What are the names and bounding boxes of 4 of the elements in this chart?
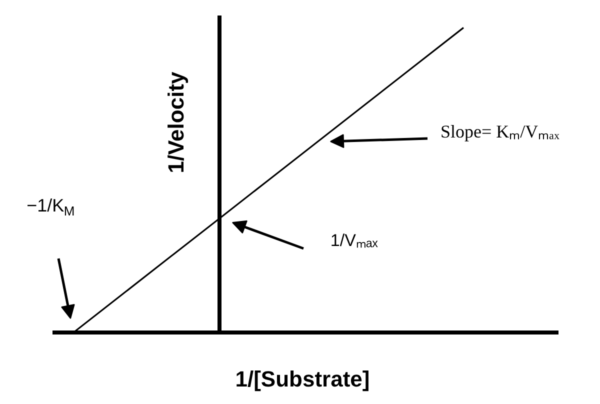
annotation: 1/Vₘₐₓ	[330, 231, 378, 250]
y-axis-title: 1/Velocity	[163, 70, 188, 174]
x-axis-title: 1/[Substrate]	[235, 366, 370, 392]
annotation: Slope= Kₘ/Vₘₐₓ	[440, 122, 560, 142]
